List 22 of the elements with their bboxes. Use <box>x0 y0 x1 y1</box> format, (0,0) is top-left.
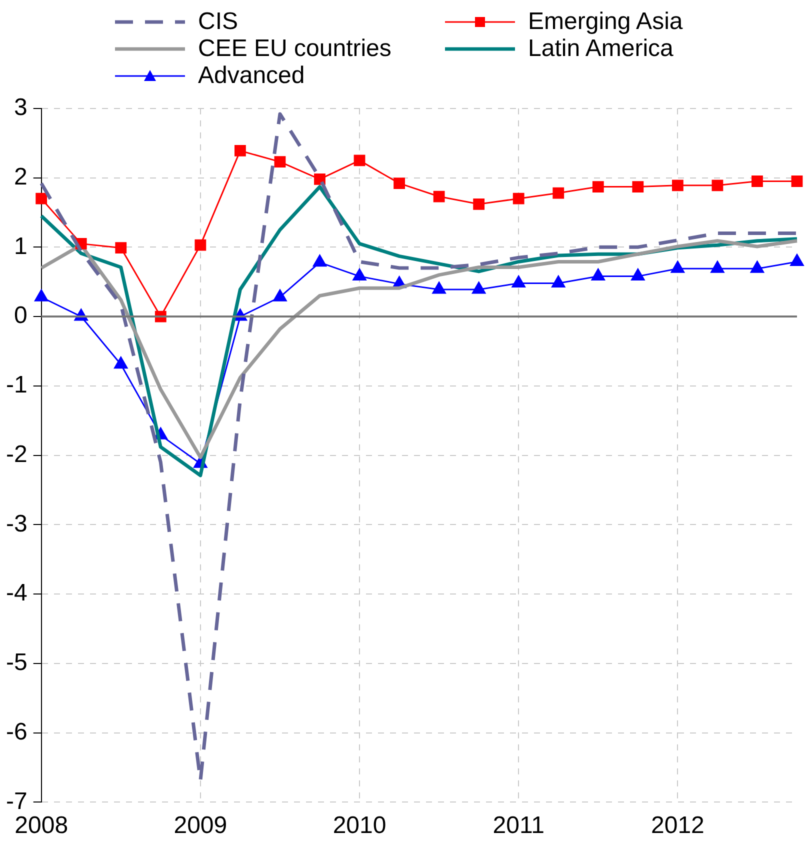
y-tick-label: 0 <box>14 302 28 330</box>
y-tick-label: 1 <box>14 232 28 260</box>
legend-label: Advanced <box>198 62 305 89</box>
legend-label: Latin America <box>528 35 674 62</box>
y-tick-label: 2 <box>14 163 28 190</box>
line-series <box>40 112 799 782</box>
y-tick-label: 3 <box>14 94 28 122</box>
x-tick-label: 2010 <box>332 812 386 840</box>
y-tick-label: -7 <box>6 788 28 815</box>
x-tick-label: 2009 <box>174 812 228 840</box>
y-tick-label: -4 <box>6 580 28 607</box>
y-tick-label: -5 <box>6 649 28 676</box>
y-tick-label: -1 <box>6 372 28 399</box>
y-tick-label: -2 <box>6 440 28 468</box>
legend-label: CEE EU countries <box>198 35 392 62</box>
y-tick-label: -6 <box>6 718 28 746</box>
x-tick-label: 2011 <box>492 812 544 840</box>
x-tick-label: 2012 <box>650 812 704 840</box>
y-tick-label: -3 <box>6 510 28 538</box>
legend-label: Emerging Asia <box>528 8 683 35</box>
x-tick-label: 2008 <box>14 812 68 840</box>
legend-label: CIS <box>198 8 238 35</box>
